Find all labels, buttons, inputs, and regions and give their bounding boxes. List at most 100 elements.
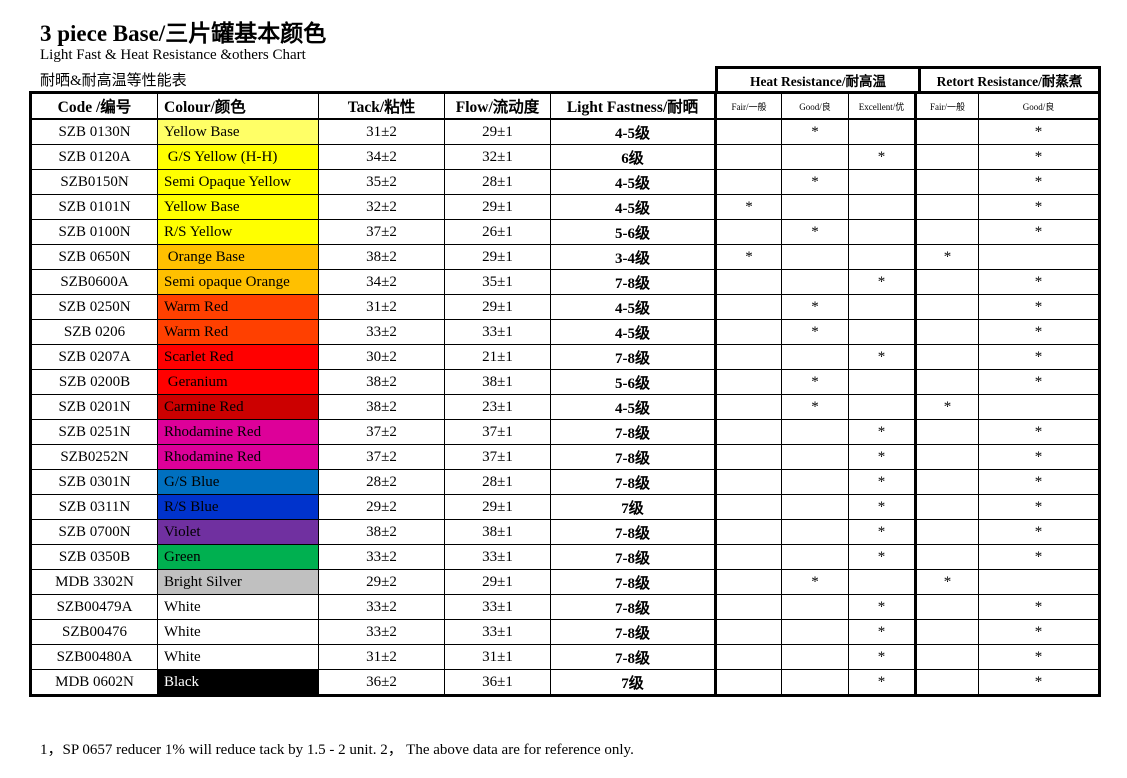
code-cell: SZB00480A (30, 644, 158, 670)
retort-good-cell: * (978, 219, 1100, 245)
header-row: Code /编号 Colour/颜色 Tack/粘性 Flow/流动度 Light Fa… (30, 92, 1100, 120)
heat-fair-cell (714, 294, 782, 320)
tack-cell: 38±2 (318, 369, 445, 395)
retort-fair-cell: * (914, 569, 979, 595)
heat-excellent-cell (848, 319, 916, 345)
heat-good-cell (781, 419, 849, 445)
light-fastness-cell: 7-8级 (550, 469, 716, 495)
table-row: SZB 0650N Orange Base 38±2 29±1 3-4级 * * (30, 244, 1100, 270)
retort-good-cell: * (978, 294, 1100, 320)
code-cell: SZB 0201N (30, 394, 158, 420)
colour-properties-table: Code /编号 Colour/颜色 Tack/粘性 Flow/流动度 Light Fa… (29, 91, 1101, 697)
colour-swatch-cell: White (157, 644, 319, 670)
heat-excellent-cell: * (848, 419, 916, 445)
retort-good-cell: * (978, 319, 1100, 345)
light-fastness-cell: 7级 (550, 494, 716, 520)
retort-good-cell: * (978, 544, 1100, 570)
heat-fair-cell (714, 269, 782, 295)
code-cell: MDB 3302N (30, 569, 158, 595)
tack-cell: 38±2 (318, 519, 445, 545)
flow-cell: 28±1 (444, 169, 551, 195)
light-fastness-cell: 5-6级 (550, 219, 716, 245)
tack-cell: 34±2 (318, 269, 445, 295)
flow-cell: 29±1 (444, 118, 551, 145)
flow-cell: 26±1 (444, 219, 551, 245)
flow-cell: 21±1 (444, 344, 551, 370)
column-header-code: Code /编号 (30, 92, 158, 120)
heat-fair-cell (714, 444, 782, 470)
code-cell: SZB 0251N (30, 419, 158, 445)
tack-cell: 32±2 (318, 194, 445, 220)
retort-fair-cell (914, 118, 979, 145)
heat-good-cell (781, 144, 849, 170)
table-row: SZB 0200B Geranium 38±2 38±1 5-6级 * * (30, 369, 1100, 395)
heat-excellent-cell: * (848, 669, 916, 696)
table-row: SZB 0100N R/S Yellow 37±2 26±1 5-6级 * * (30, 219, 1100, 245)
tack-cell: 28±2 (318, 469, 445, 495)
retort-good-cell: * (978, 494, 1100, 520)
light-fastness-cell: 7-8级 (550, 519, 716, 545)
code-cell: SZB0150N (30, 169, 158, 195)
light-fastness-cell: 5-6级 (550, 369, 716, 395)
code-cell: SZB0252N (30, 444, 158, 470)
code-cell: SZB 0101N (30, 194, 158, 220)
resistance-group-headers: Heat Resistance/耐高温 Retort Resistance/耐蒸… (715, 66, 1101, 91)
heat-good-cell (781, 644, 849, 670)
tack-cell: 33±2 (318, 619, 445, 645)
flow-cell: 38±1 (444, 369, 551, 395)
heat-excellent-cell (848, 118, 916, 145)
table-row: SZB 0250N Warm Red 31±2 29±1 4-5级 * * (30, 294, 1100, 320)
colour-swatch-cell: Semi Opaque Yellow (157, 169, 319, 195)
tack-cell: 34±2 (318, 144, 445, 170)
heat-good-cell (781, 619, 849, 645)
colour-swatch-cell: Rhodamine Red (157, 419, 319, 445)
colour-swatch-cell: G/S Blue (157, 469, 319, 495)
heat-fair-cell (714, 118, 782, 145)
heat-fair-cell (714, 169, 782, 195)
heat-fair-cell (714, 419, 782, 445)
column-header-retort-good: Good/良 (978, 92, 1100, 120)
colour-swatch-cell: Warm Red (157, 294, 319, 320)
tack-cell: 29±2 (318, 569, 445, 595)
table-row: SZB00479A White 33±2 33±1 7-8级 * * (30, 594, 1100, 620)
table-row: SZB0150N Semi Opaque Yellow 35±2 28±1 4-5级 * * (30, 169, 1100, 195)
colour-swatch-cell: Scarlet Red (157, 344, 319, 370)
heat-good-cell (781, 344, 849, 370)
retort-fair-cell (914, 444, 979, 470)
light-fastness-cell: 7级 (550, 669, 716, 696)
heat-good-cell: * (781, 118, 849, 145)
table-row: SZB0252N Rhodamine Red 37±2 37±1 7-8级 * * (30, 444, 1100, 470)
heat-good-cell (781, 519, 849, 545)
table-row: SZB 0311N R/S Blue 29±2 29±1 7级 * * (30, 494, 1100, 520)
code-cell: SZB 0311N (30, 494, 158, 520)
heat-fair-cell (714, 369, 782, 395)
table-row: SZB 0301N G/S Blue 28±2 28±1 7-8级 * * (30, 469, 1100, 495)
subtitle-chinese: 耐晒&耐高温等性能表 (40, 73, 187, 89)
flow-cell: 36±1 (444, 669, 551, 696)
code-cell: SZB 0130N (30, 118, 158, 145)
flow-cell: 23±1 (444, 394, 551, 420)
retort-good-cell: * (978, 419, 1100, 445)
heat-excellent-cell (848, 169, 916, 195)
flow-cell: 33±1 (444, 594, 551, 620)
colour-swatch-cell: Yellow Base (157, 194, 319, 220)
code-cell: SZB 0206 (30, 319, 158, 345)
code-cell: SZB00476 (30, 619, 158, 645)
light-fastness-cell: 7-8级 (550, 444, 716, 470)
light-fastness-cell: 7-8级 (550, 544, 716, 570)
retort-fair-cell (914, 344, 979, 370)
retort-fair-cell (914, 169, 979, 195)
retort-fair-cell (914, 644, 979, 670)
retort-good-cell (978, 394, 1100, 420)
heat-excellent-cell: * (848, 619, 916, 645)
retort-good-cell: * (978, 118, 1100, 145)
colour-swatch-cell: Semi opaque Orange (157, 269, 319, 295)
footnote: 1，SP 0657 reducer 1% will reduce tack by… (40, 742, 634, 758)
retort-fair-cell (914, 669, 979, 696)
flow-cell: 33±1 (444, 319, 551, 345)
table-row: SZB0600A Semi opaque Orange 34±2 35±1 7-8级 * * (30, 269, 1100, 295)
retort-fair-cell (914, 469, 979, 495)
code-cell: SZB 0100N (30, 219, 158, 245)
table-row: SZB 0201N Carmine Red 38±2 23±1 4-5级 * * (30, 394, 1100, 420)
table-row: SZB 0251N Rhodamine Red 37±2 37±1 7-8级 * * (30, 419, 1100, 445)
